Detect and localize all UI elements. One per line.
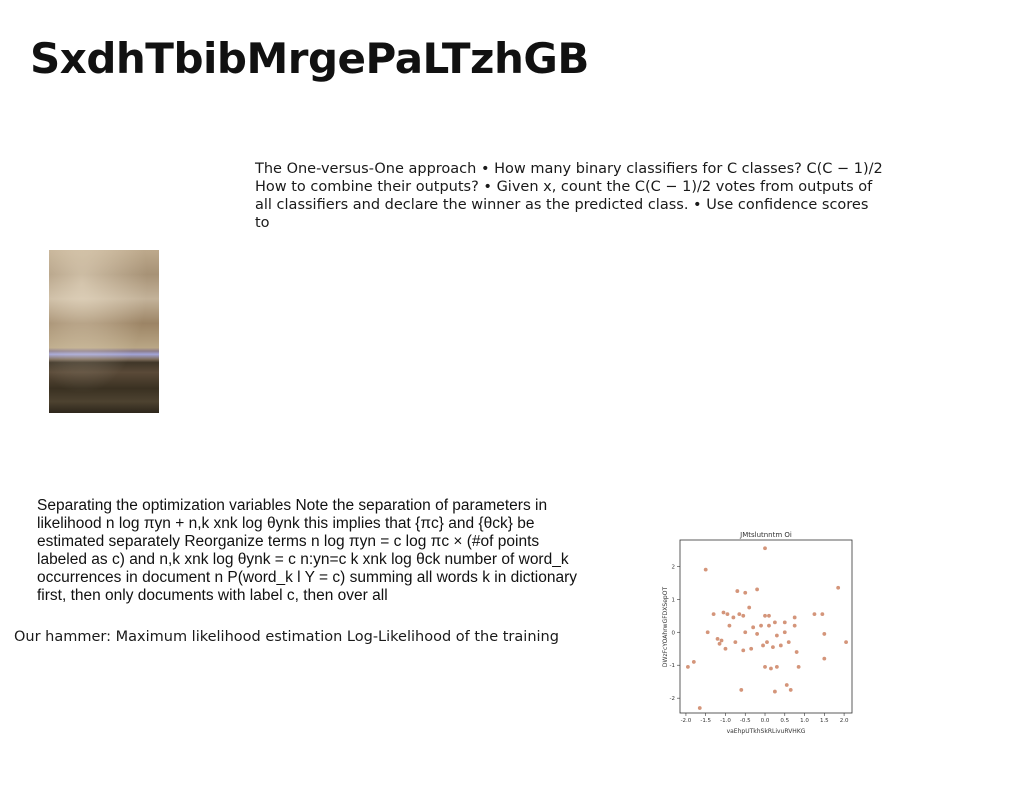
x-tick-label: -0.5 bbox=[740, 718, 751, 724]
scatter-point bbox=[765, 640, 769, 645]
scatter-point bbox=[737, 612, 742, 617]
scatter-point bbox=[794, 650, 799, 654]
scatter-point bbox=[763, 546, 767, 551]
hammer-paragraph: Our hammer: Maximum likelihood estimatio… bbox=[14, 629, 559, 645]
scatter-point bbox=[705, 630, 710, 635]
scatter-point bbox=[755, 587, 760, 592]
scatter-point bbox=[796, 664, 801, 669]
scatter-point bbox=[741, 648, 746, 653]
y-axis-label: DWzFcYOAhrwGFDXSepOT bbox=[662, 587, 669, 668]
x-tick-label: -1.5 bbox=[700, 718, 711, 724]
scatter-point bbox=[725, 612, 730, 617]
scatter-point bbox=[836, 585, 841, 590]
scatter-point bbox=[697, 706, 702, 710]
scatter-point bbox=[723, 646, 728, 651]
scatter-point bbox=[812, 612, 817, 617]
x-tick-label: 2.0 bbox=[840, 718, 849, 724]
scatter-point bbox=[767, 613, 771, 618]
scatter-point bbox=[731, 615, 736, 620]
x-tick-label: 1.0 bbox=[800, 718, 809, 724]
scatter-point bbox=[782, 620, 787, 625]
scatter-point bbox=[759, 623, 763, 628]
one-vs-one-paragraph: The One-versus-One approach • How many b… bbox=[255, 161, 883, 231]
scatter-point bbox=[774, 633, 779, 638]
scatter-point bbox=[774, 664, 779, 669]
scatter-point bbox=[747, 605, 752, 610]
y-tick-label: 1 bbox=[672, 597, 676, 603]
scatter-point bbox=[743, 590, 748, 595]
scatter-point bbox=[717, 641, 722, 646]
chart-marks: -2.0 -1.5 -1.0 -0.5 0.0 0.5 1.0 1.5 2.0 2 1 0 -1 -2 bbox=[670, 546, 849, 724]
x-tick-label: -2.0 bbox=[681, 718, 692, 724]
scatter-point bbox=[741, 613, 746, 618]
scatter-point bbox=[755, 632, 760, 636]
scatter-point bbox=[778, 643, 783, 648]
chart-title: JMtslutnntm Oi bbox=[739, 531, 792, 539]
landscape-photo bbox=[49, 250, 159, 413]
scatter-point bbox=[769, 666, 773, 671]
scatter-point bbox=[727, 623, 732, 628]
scatter-point bbox=[733, 640, 738, 645]
optimization-paragraph: Separating the optimization variables No… bbox=[37, 497, 578, 604]
scatter-point bbox=[715, 636, 720, 641]
scatter-point bbox=[844, 640, 848, 645]
page-title: SxdhTbibMrgePaLTzhGB bbox=[30, 34, 589, 83]
scatter-point bbox=[719, 638, 724, 643]
scatter-point bbox=[771, 645, 775, 649]
scatter-point bbox=[735, 589, 740, 593]
scatter-point bbox=[772, 620, 777, 625]
scatter-chart: JMtslutnntm Oi -2.0 -1.5 -1.0 -0.5 0.0 0.5 1.0… bbox=[662, 531, 853, 735]
scatter-point bbox=[703, 567, 708, 572]
y-tick-label: 0 bbox=[672, 630, 676, 636]
y-tick-label: -2 bbox=[670, 696, 675, 702]
scatter-point bbox=[743, 630, 748, 635]
scatter-point bbox=[822, 656, 827, 661]
scatter-point bbox=[711, 612, 716, 617]
scatter-point bbox=[772, 689, 777, 694]
x-tick-label: 0.5 bbox=[780, 718, 789, 724]
scatter-point bbox=[691, 660, 696, 664]
y-tick-label: -1 bbox=[670, 663, 675, 669]
scatter-point bbox=[686, 664, 690, 669]
scatter-point bbox=[792, 615, 797, 620]
x-tick-label: 1.5 bbox=[820, 718, 829, 724]
scatter-point bbox=[782, 630, 787, 635]
x-tick-label: -1.0 bbox=[720, 718, 731, 724]
scatter-point bbox=[822, 632, 827, 636]
scatter-point bbox=[788, 688, 793, 692]
photo-haze bbox=[49, 250, 159, 413]
scatter-point bbox=[739, 688, 744, 692]
scatter-point bbox=[763, 613, 767, 618]
scatter-point bbox=[784, 683, 789, 687]
scatter-point bbox=[792, 623, 797, 628]
y-tick-label: 2 bbox=[672, 564, 676, 570]
scatter-point bbox=[749, 646, 754, 651]
scatter-point bbox=[751, 625, 756, 630]
scatter-point bbox=[767, 623, 771, 628]
plot-frame bbox=[679, 539, 853, 714]
x-axis-label: vaEhpUTkhSkRLivuRVHKG bbox=[727, 728, 806, 735]
scatter-point bbox=[786, 640, 791, 645]
scatter-point bbox=[763, 664, 767, 669]
x-tick-label: 0.0 bbox=[761, 718, 770, 724]
scatter-point bbox=[721, 610, 726, 615]
scatter-point bbox=[820, 612, 825, 617]
scatter-point bbox=[761, 643, 765, 648]
